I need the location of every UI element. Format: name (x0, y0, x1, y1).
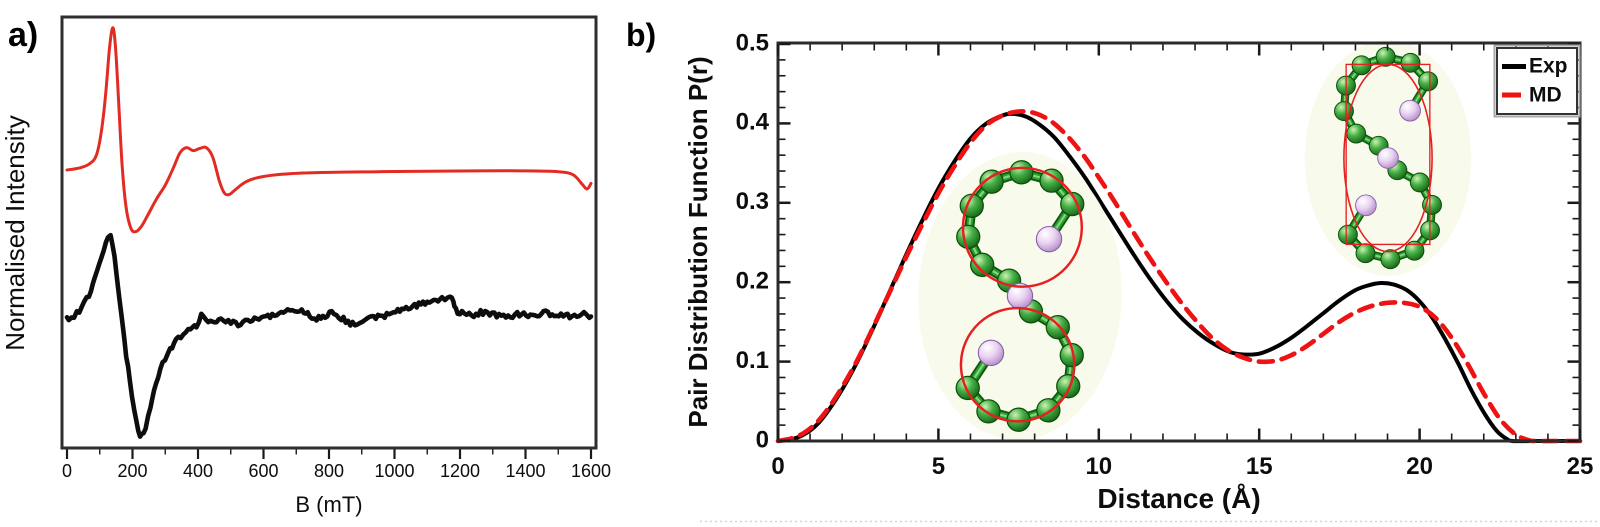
panel-a-tick-labels: 0 200 400 600 800 1000 1200 1400 1600 (62, 461, 611, 481)
chain-atom (1422, 194, 1442, 215)
chain-atom (970, 252, 995, 277)
panel-b-curves (775, 109, 1583, 444)
y-tick-label: 0.4 (736, 109, 770, 136)
chain-atom (1404, 240, 1425, 261)
panel-b-molecule-insets (918, 40, 1472, 441)
overlay-circle (961, 166, 1084, 288)
chain-atom (1409, 172, 1430, 193)
legend-outer-border (1493, 44, 1581, 118)
terminal-atom (1355, 194, 1377, 217)
overlay-unit-cell (1345, 63, 1431, 246)
chain-atom (1060, 191, 1085, 217)
chain-atom (956, 224, 981, 249)
chain-atom (1059, 343, 1084, 368)
x-tick-label: 5 (932, 453, 945, 480)
legend-box (1496, 47, 1578, 115)
chain-atom (1334, 101, 1354, 122)
panel-b: b) Pair Distribution Function P(r) Dista… (626, 17, 1593, 514)
chain-atom (1351, 55, 1372, 76)
chain-atom (1355, 243, 1376, 264)
x-tick-label: 200 (117, 461, 147, 481)
panel-b-tick-labels: 0 5 10 15 20 25 0 0.1 0.2 0.3 0.4 0.5 (736, 29, 1594, 480)
x-tick-label: 10 (1085, 453, 1112, 480)
x-tick-label: 0 (62, 461, 72, 481)
x-tick-label: 15 (1246, 453, 1273, 480)
curve-MD (775, 109, 1583, 444)
chain-atom (1375, 46, 1396, 67)
molecule-s-chain-right (1304, 40, 1472, 276)
x-tick-label: 1000 (374, 461, 414, 481)
terminal-atom (1377, 147, 1399, 169)
x-tick-label: 25 (1567, 453, 1594, 480)
panel-b-x-axis-label: Distance (Å) (1097, 483, 1260, 514)
chain-atom (976, 399, 1001, 424)
terminal-atom (1399, 99, 1421, 122)
x-tick-label: 1400 (505, 461, 545, 481)
panel-b-legend: Exp MD (1493, 44, 1581, 118)
curve-simulated-spectrum (65, 26, 593, 234)
chain-atom (1009, 160, 1034, 185)
panel-a-x-axis-label: B (mT) (295, 492, 362, 517)
y-tick-label: 0.3 (736, 188, 769, 215)
y-tick-label: 0.5 (736, 29, 769, 56)
chain-atom (979, 169, 1004, 194)
chain-atom (1337, 224, 1358, 245)
chain-atom (1056, 374, 1081, 399)
panel-a-y-axis-label: Normalised Intensity (0, 115, 30, 351)
chain-atom (1400, 52, 1421, 73)
y-tick-label: 0.1 (736, 347, 769, 374)
x-tick-label: 800 (314, 461, 344, 481)
x-tick-label: 1200 (440, 461, 480, 481)
molecule-s-chain-left (918, 151, 1122, 441)
x-tick-label: 20 (1406, 453, 1433, 480)
panel-a-label: a) (8, 16, 38, 54)
panel-b-axis-ticks (776, 42, 1582, 443)
panel-a: a) Normalised Intensity B (mT) 0 200 400 60… (0, 15, 611, 517)
terminal-atom (977, 339, 1005, 367)
panel-a-curves (64, 26, 594, 439)
chain-atom (1418, 71, 1439, 92)
panel-b-label: b) (626, 17, 656, 53)
panel-b-plot-frame (776, 41, 1582, 443)
panel-a-axis-ticks (65, 449, 593, 459)
y-tick-label: 0 (756, 426, 769, 453)
chain-atom (1380, 249, 1401, 270)
chain-atom (1039, 168, 1064, 193)
legend-md-label: MD (1529, 84, 1562, 107)
chain-atom (1036, 398, 1061, 423)
terminal-atom (1035, 225, 1063, 253)
chain-atom (1346, 123, 1367, 144)
x-tick-label: 600 (248, 461, 278, 481)
x-tick-label: 400 (183, 461, 213, 481)
legend-exp-label: Exp (1529, 55, 1568, 78)
overlay-circle (959, 306, 1076, 423)
chain-atom (955, 375, 980, 401)
panel-b-y-axis-label: Pair Distribution Function P(r) (683, 56, 713, 427)
x-tick-label: 1600 (571, 461, 611, 481)
panel-a-plot-frame (60, 15, 598, 450)
y-tick-label: 0.2 (736, 268, 769, 295)
curve-experimental-spectrum (64, 232, 594, 439)
x-tick-label: 0 (771, 453, 784, 480)
